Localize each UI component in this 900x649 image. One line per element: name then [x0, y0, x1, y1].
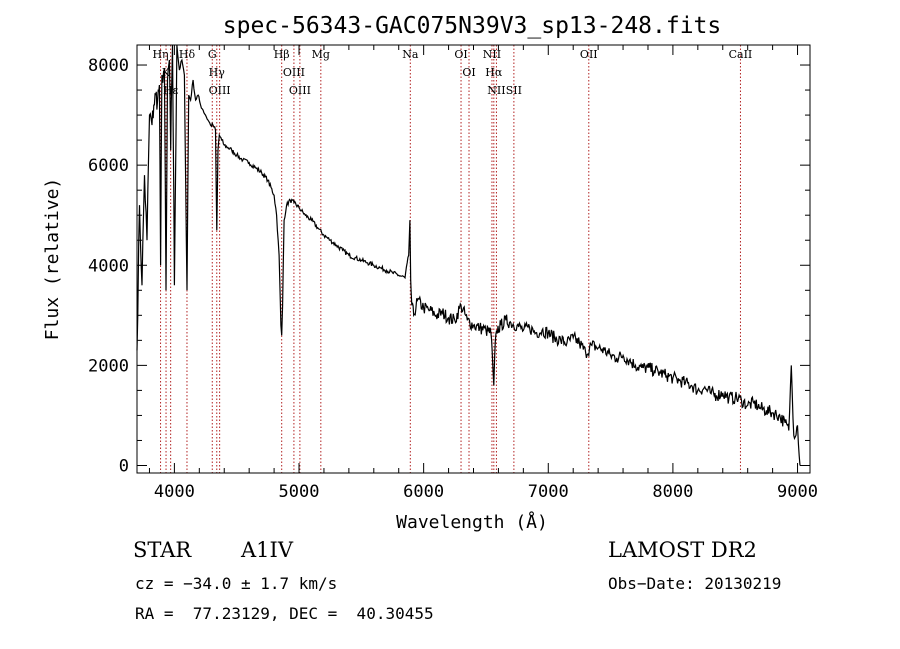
observation-date: Obs−Date: 20130219 [608, 574, 782, 593]
y-axis-label: Flux (relative) [42, 178, 63, 341]
line-label-oi: OI [454, 48, 467, 61]
spectrum-line [136, 44, 801, 466]
line-label-sii: SII [506, 84, 522, 97]
survey-name: LAMOST DR2 [608, 538, 757, 562]
redshift-value: cz = −34.0 ± 1.7 km/s [135, 574, 338, 593]
x-tick-label: 8000 [652, 482, 693, 502]
chart-title: spec-56343-GAC075N39V3_sp13-248.fits [223, 13, 722, 39]
line-label-hη: Hη [152, 48, 168, 61]
line-label-oi: OI [462, 66, 475, 79]
line-label-nii: NII [487, 84, 505, 97]
line-label-oiii: OIII [209, 84, 231, 97]
line-label-hδ: Hδ [179, 48, 196, 61]
x-tick-label: 6000 [403, 482, 444, 502]
line-label-g: G [208, 48, 217, 61]
x-axis-label: Wavelength (Å) [396, 511, 548, 533]
y-tick-label: 4000 [88, 256, 129, 276]
axis-ticks: 4000 5000 6000 7000 8000 9000 0 2000 4000 6000 800… [88, 45, 818, 502]
x-tick-label: 7000 [528, 482, 569, 502]
y-tick-label: 2000 [88, 356, 129, 376]
line-label-oiii: OIII [289, 84, 311, 97]
y-tick-label: 8000 [88, 56, 129, 76]
line-label-oii: OII [580, 48, 598, 61]
x-tick-label: 9000 [777, 482, 818, 502]
object-class: STAR [133, 538, 192, 562]
line-label-na: Na [402, 48, 419, 61]
line-label-nii: NII [483, 48, 501, 61]
line-label-hβ: Hβ [274, 48, 290, 61]
x-tick-label: 5000 [279, 482, 320, 502]
coordinates: RA = 77.23129, DEC = 40.30455 [135, 604, 434, 623]
line-label-hγ: Hγ [209, 66, 226, 79]
plot-frame [136, 44, 811, 474]
line-label-hα: Hα [485, 66, 503, 79]
line-label-caii: CaII [729, 48, 753, 61]
y-tick-label: 0 [119, 456, 129, 476]
spectral-line-markers [160, 45, 741, 473]
x-tick-label: 4000 [154, 482, 195, 502]
line-label-oiii: OIII [283, 66, 305, 79]
y-tick-label: 6000 [88, 156, 129, 176]
line-label-mg: Mg [312, 48, 330, 61]
line-label-k: K [162, 66, 171, 79]
object-subclass: A1IV [241, 538, 293, 562]
